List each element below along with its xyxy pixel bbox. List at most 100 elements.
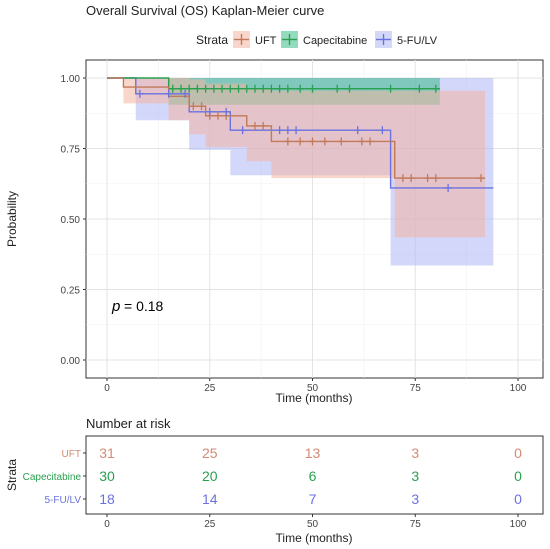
km-censor-marks [135, 84, 486, 192]
censor-mark [135, 89, 144, 98]
censor-mark [431, 174, 440, 183]
risk-cell: 0 [514, 445, 522, 461]
km-axes: 0.00 0.25 0.50 0.75 1.00 0 25 50 75 100 [61, 74, 527, 394]
risk-cell: 0 [514, 491, 522, 507]
risk-cell: 13 [305, 445, 321, 461]
risk-table: UFT 31 25 13 3 0 Capecitabine 3 0 20 6 3 0 5-FU/LV 18 1… [23, 445, 527, 530]
x-tick-label: 0 [104, 383, 110, 394]
risk-cell: 25 [202, 445, 218, 461]
legend: Strata UFT Capecitabine 5-FU/LV [196, 31, 438, 48]
censor-mark [250, 121, 259, 130]
legend-item: UFT [233, 31, 277, 48]
risk-x-tick-label: 0 [104, 519, 110, 530]
censor-mark [197, 102, 206, 111]
censor-mark [201, 84, 210, 93]
risk-row-label: UFT [62, 449, 81, 460]
censor-mark [181, 89, 190, 98]
y-tick-label: 0.25 [61, 286, 81, 297]
risk-panel [85, 435, 544, 515]
censor-mark [189, 102, 198, 111]
risk-x-tick-label: 100 [510, 519, 527, 530]
censor-mark [238, 126, 247, 135]
risk-cell: 7 [309, 491, 317, 507]
censor-mark [185, 84, 194, 93]
risk-cell: 20 [202, 468, 218, 484]
risk-x-tick-label: 25 [204, 519, 216, 530]
censor-mark [209, 84, 218, 93]
legend-item: 5-FU/LV [375, 31, 438, 48]
risk-xlabel: Time (months) [276, 531, 353, 545]
risk-table-title: Number at risk [86, 416, 171, 431]
censor-mark [213, 111, 222, 120]
censor-mark [398, 174, 407, 183]
censor-mark [164, 89, 173, 98]
censor-mark [378, 126, 387, 135]
risk-row-label: Capecitabine [23, 472, 82, 483]
censor-mark [353, 126, 362, 135]
censor-mark [366, 137, 375, 146]
risk-cell: 3 [411, 445, 419, 461]
censor-mark [308, 84, 317, 93]
legend-title: Strata [196, 33, 228, 47]
censor-mark [193, 84, 202, 93]
series-line [107, 77, 486, 179]
risk-row-label: 5-FU/LV [45, 495, 82, 506]
legend-label: Capecitabine [303, 35, 367, 47]
censor-mark [226, 84, 235, 93]
legend-item: Capecitabine [281, 31, 367, 48]
x-tick-label: 75 [410, 383, 422, 394]
legend-label: 5-FU/LV [397, 35, 438, 47]
censor-mark [275, 126, 284, 135]
km-xlabel: Time (months) [276, 391, 353, 405]
censor-mark [431, 84, 440, 93]
censor-mark [259, 84, 268, 93]
risk-cell: 6 [309, 468, 317, 484]
ci-band [107, 78, 486, 238]
censor-mark [407, 174, 416, 183]
x-tick-label: 25 [204, 383, 216, 394]
censor-mark [477, 174, 486, 183]
risk-cell: 3 [411, 468, 419, 484]
censor-mark [205, 107, 214, 116]
risk-cell: 14 [202, 491, 218, 507]
censor-mark [308, 137, 317, 146]
y-tick-label: 0.75 [61, 145, 81, 156]
censor-mark [283, 137, 292, 146]
censor-mark [176, 84, 185, 93]
series-line [107, 77, 440, 90]
p-label: p [111, 298, 120, 315]
p-value: = 0.18 [124, 298, 164, 314]
censor-mark [267, 84, 276, 93]
km-ci-bands [107, 78, 494, 266]
censor-mark [296, 137, 305, 146]
risk-cell: 18 [99, 491, 115, 507]
censor-mark [320, 137, 329, 146]
risk-cell: 31 [99, 445, 115, 461]
chart-title: Overall Survival (OS) Kaplan-Meier curve [86, 3, 324, 18]
y-tick-label: 0.00 [61, 356, 81, 367]
censor-mark [242, 84, 251, 93]
km-ylabel: Probability [5, 191, 19, 247]
censor-mark [296, 84, 305, 93]
censor-mark [283, 84, 292, 93]
risk-x-tick-label: 50 [307, 519, 319, 530]
risk-x-tick-label: 75 [410, 519, 422, 530]
risk-cell: 3 [411, 491, 419, 507]
censor-mark [357, 137, 366, 146]
censor-mark [415, 84, 424, 93]
y-tick-label: 1.00 [61, 74, 81, 85]
censor-mark [218, 84, 227, 93]
y-tick-label: 0.50 [61, 215, 81, 226]
censor-mark [168, 84, 177, 93]
censor-mark [337, 137, 346, 146]
x-tick-label: 100 [510, 383, 527, 394]
censor-mark [259, 121, 268, 130]
risk-ylabel: Strata [5, 459, 19, 491]
x-tick-label: 50 [307, 383, 319, 394]
censor-mark [250, 84, 259, 93]
censor-mark [333, 84, 342, 93]
censor-mark [444, 183, 453, 192]
censor-mark [386, 84, 395, 93]
